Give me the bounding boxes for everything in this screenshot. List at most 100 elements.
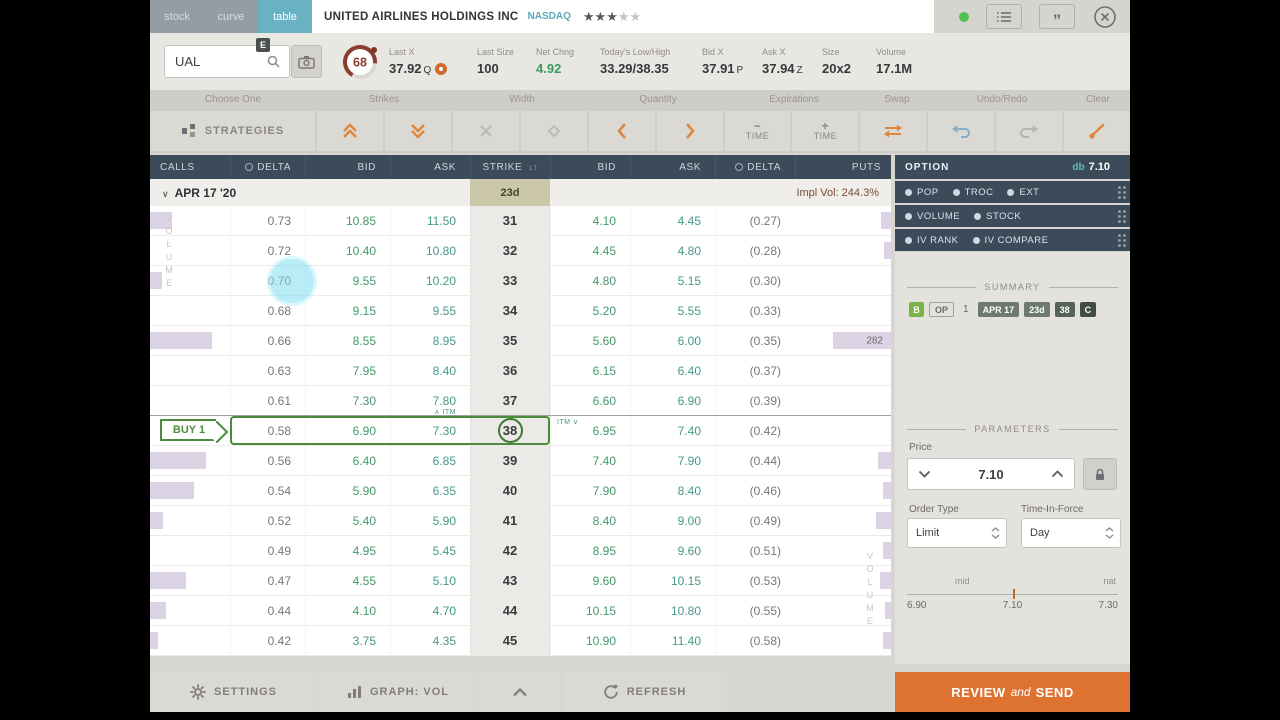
price-down-icon[interactable] [918,470,931,478]
put-ask-cell[interactable]: 4.80 [630,236,715,265]
call-bid-cell[interactable]: 7.95 [305,356,390,385]
side-badge[interactable]: B [909,302,924,317]
call-ask-cell[interactable]: 7.30 ∧ ITM [390,416,470,445]
put-bid-cell[interactable]: ITM ∨ 4.80 [550,266,630,295]
put-ask-cell[interactable]: 7.40 [630,416,715,445]
tab-stock[interactable]: stock [150,0,204,33]
expiration-badge[interactable]: APR 17 [977,302,1020,317]
drag-grip-icon[interactable] [1118,234,1121,237]
call-ask-cell[interactable]: 4.70 ∧ ITM [390,596,470,625]
call-ask-cell[interactable]: 8.95 ∧ ITM [390,326,470,355]
settings-button[interactable]: SETTINGS [150,672,317,712]
call-bid-cell[interactable]: 6.90 [305,416,390,445]
put-ask-cell[interactable]: 6.90 [630,386,715,415]
call-bid-cell[interactable]: 10.85 [305,206,390,235]
put-bid-cell[interactable]: ITM ∨ 9.60 [550,566,630,595]
call-ask-cell[interactable]: 10.80 ∧ ITM [390,236,470,265]
call-ask-cell[interactable]: 10.20 ∧ ITM [390,266,470,295]
put-bid-cell[interactable]: ITM ∨ 10.90 [550,626,630,655]
snapshot-button[interactable] [291,45,322,78]
put-bid-cell[interactable]: ITM ∨ 6.60 [550,386,630,415]
graph-vol-button[interactable]: GRAPH: VOL [319,672,477,712]
call-put-badge[interactable]: C [1079,302,1097,317]
star-rating[interactable]: ★★★★★ [582,8,642,24]
swap-button[interactable] [860,111,927,151]
drag-grip-icon[interactable] [1118,186,1121,189]
width-widen-button[interactable] [520,111,587,151]
close-button[interactable] [1092,4,1118,30]
put-delta-header[interactable]: DELTA [715,155,795,179]
put-ask-cell[interactable]: 4.45 [630,206,715,235]
put-bid-cell[interactable]: ITM ∨ 10.15 [550,596,630,625]
metric-row-pop[interactable]: POP TROC EXT [895,181,1130,203]
call-bid-cell[interactable]: 4.95 [305,536,390,565]
tif-select[interactable]: Day [1021,518,1121,548]
call-ask-cell[interactable]: 5.90 ∧ ITM [390,506,470,535]
call-ask-cell[interactable]: 9.55 ∧ ITM [390,296,470,325]
call-bid-cell[interactable]: 9.55 [305,266,390,295]
redo-button[interactable] [996,111,1063,151]
call-ask-cell[interactable]: 6.35 ∧ ITM [390,476,470,505]
review-and-send-button[interactable]: REVIEW and SEND [895,672,1130,712]
strike-badge[interactable]: 38 [1054,302,1075,317]
strike-down-button[interactable] [384,111,451,151]
option-panel-header[interactable]: OPTION db 7.10 [895,155,1130,179]
symbol-input[interactable]: UAL [164,45,290,78]
put-bid-cell[interactable]: ITM ∨ 8.95 [550,536,630,565]
price-lock-button[interactable] [1083,458,1117,490]
tab-curve[interactable]: curve [204,0,258,33]
buy-order-badge[interactable]: BUY 1 [160,419,216,441]
price-slider-marker[interactable] [1012,589,1015,599]
price-stepper[interactable]: 7.10 [907,458,1075,490]
strategies-button[interactable]: STRATEGIES [150,111,315,151]
put-bid-cell[interactable]: ITM ∨ 7.40 [550,446,630,475]
call-bid-cell[interactable]: 9.15 [305,296,390,325]
put-bid-cell[interactable]: ITM ∨ 8.40 [550,506,630,535]
price-up-icon[interactable] [1051,470,1064,478]
undo-button[interactable] [928,111,995,151]
call-bid-cell[interactable]: 4.10 [305,596,390,625]
call-bid-cell[interactable]: 6.40 [305,446,390,475]
call-bid-cell[interactable]: 5.90 [305,476,390,505]
strike-up-button[interactable] [317,111,383,151]
put-ask-cell[interactable]: 9.60 [630,536,715,565]
width-narrow-button[interactable] [452,111,519,151]
watchlist-button[interactable] [986,4,1022,29]
put-ask-cell[interactable]: 10.15 [630,566,715,595]
call-ask-cell[interactable]: 4.35 ∧ ITM [390,626,470,655]
put-ask-cell[interactable]: 6.00 [630,326,715,355]
strike-header[interactable]: STRIKE ↓↑ [470,155,550,179]
days-badge[interactable]: 23d [1024,302,1050,317]
put-bid-cell[interactable]: ITM ∨ 6.15 [550,356,630,385]
iv-rank-gauge[interactable]: 68 [340,42,380,82]
refresh-button[interactable]: REFRESH [562,672,727,712]
quantity-down-button[interactable] [588,111,655,151]
call-bid-cell[interactable]: 3.75 [305,626,390,655]
price-value[interactable]: 7.10 [978,466,1004,482]
metric-row-volume[interactable]: VOLUME STOCK [895,205,1130,227]
expiration-minus-button[interactable]: − TIME [724,111,791,151]
expiration-plus-button[interactable]: + TIME [792,111,859,151]
quantity-up-button[interactable] [656,111,723,151]
call-bid-cell[interactable]: 5.40 [305,506,390,535]
call-ask-cell[interactable]: 5.45 ∧ ITM [390,536,470,565]
put-ask-cell[interactable]: 11.40 [630,626,715,655]
clear-button[interactable] [1064,111,1131,151]
put-ask-cell[interactable]: 10.80 [630,596,715,625]
call-bid-cell[interactable]: 8.55 [305,326,390,355]
type-badge[interactable]: OP [929,302,955,317]
tab-table[interactable]: table [258,0,312,33]
call-bid-cell[interactable]: 7.30 [305,386,390,415]
quotes-button[interactable]: ” [1039,4,1075,29]
call-ask-cell[interactable]: 6.85 ∧ ITM [390,446,470,475]
put-ask-cell[interactable]: 5.55 [630,296,715,325]
put-bid-cell[interactable]: ITM ∨ 4.10 [550,206,630,235]
call-ask-cell[interactable]: 5.10 ∧ ITM [390,566,470,595]
put-ask-cell[interactable]: 5.15 [630,266,715,295]
metric-row-ivrank[interactable]: IV RANK IV COMPARE [895,229,1130,251]
call-ask-cell[interactable]: 7.80 ∧ ITM [390,386,470,416]
call-bid-cell[interactable]: 4.55 [305,566,390,595]
collapse-button[interactable] [479,672,560,712]
call-bid-cell[interactable]: 10.40 [305,236,390,265]
drag-grip-icon[interactable] [1118,210,1121,213]
